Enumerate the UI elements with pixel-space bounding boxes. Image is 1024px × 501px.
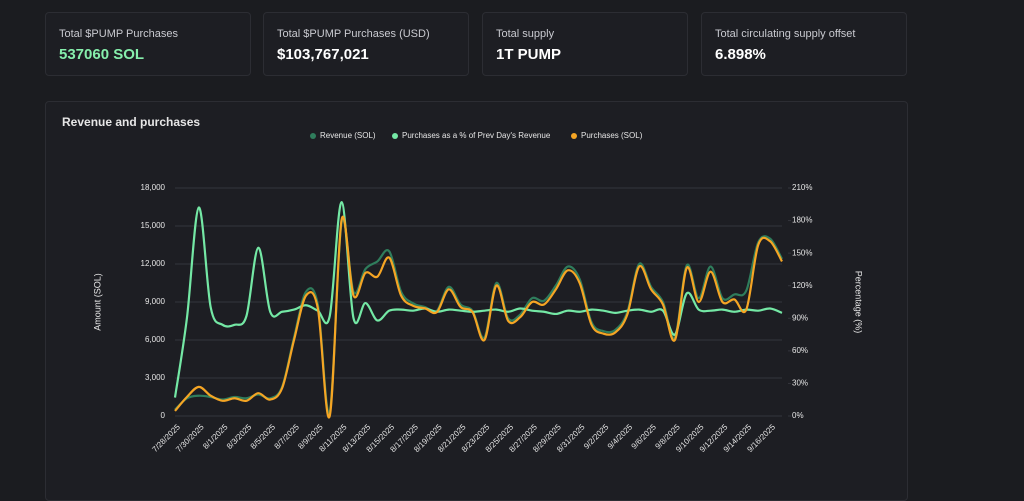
page: {"cards":[{"label":"Total $PUMP Purchase…: [45, 12, 908, 501]
stat-card: Total $PUMP Purchases 537060 SOL: [45, 12, 251, 76]
x-tick-label: 9/4/2025: [606, 422, 635, 451]
y-tick-label: 9,000: [145, 297, 166, 306]
y-tick-label: 12,000: [141, 259, 166, 268]
y2-tick-label: 180%: [792, 216, 812, 225]
y-tick-label: 15,000: [141, 221, 166, 230]
stat-label: Total $PUMP Purchases (USD): [277, 28, 430, 40]
legend-label: Purchases as a % of Prev Day's Revenue: [402, 131, 551, 140]
series-line: [173, 201, 783, 398]
stat-label: Total supply: [496, 28, 555, 40]
legend-marker: [571, 133, 577, 139]
y2-tick-label: 120%: [792, 281, 812, 290]
stat-label: Total circulating supply offset: [715, 28, 856, 40]
series-line: [174, 215, 783, 419]
legend-label: Revenue (SOL): [320, 131, 376, 140]
y2-axis-title: Percentage (%): [854, 271, 864, 334]
y-tick-label: 0: [161, 411, 166, 420]
chart: Revenue and purchases Amount (SOL) Perce…: [62, 115, 864, 454]
stat-value: 6.898%: [715, 46, 766, 63]
y-tick-label: 3,000: [145, 373, 166, 382]
stat-label: Total $PUMP Purchases: [59, 28, 179, 40]
y-tick-label: 6,000: [145, 335, 166, 344]
stat-value: 537060 SOL: [59, 46, 145, 63]
chart-title: Revenue and purchases: [62, 115, 200, 129]
stat-card: Total $PUMP Purchases (USD) $103,767,021: [263, 12, 469, 76]
y-tick-label: 18,000: [141, 183, 166, 192]
stat-card: Total circulating supply offset 6.898%: [701, 12, 907, 76]
legend-marker: [310, 133, 316, 139]
y2-tick-label: 30%: [792, 379, 808, 388]
series-line: [174, 218, 783, 415]
y2-tick-label: 0%: [792, 411, 804, 420]
legend-label: Purchases (SOL): [581, 131, 643, 140]
y2-tick-label: 90%: [792, 313, 808, 322]
stat-value: $103,767,021: [277, 46, 369, 63]
stat-value: 1T PUMP: [496, 46, 562, 63]
stat-card: Total supply 1T PUMP: [482, 12, 688, 76]
legend-marker: [392, 133, 398, 139]
y2-tick-label: 150%: [792, 248, 812, 257]
y2-tick-label: 210%: [792, 183, 812, 192]
y-axis-title: Amount (SOL): [92, 273, 102, 331]
y2-tick-label: 60%: [792, 346, 808, 355]
